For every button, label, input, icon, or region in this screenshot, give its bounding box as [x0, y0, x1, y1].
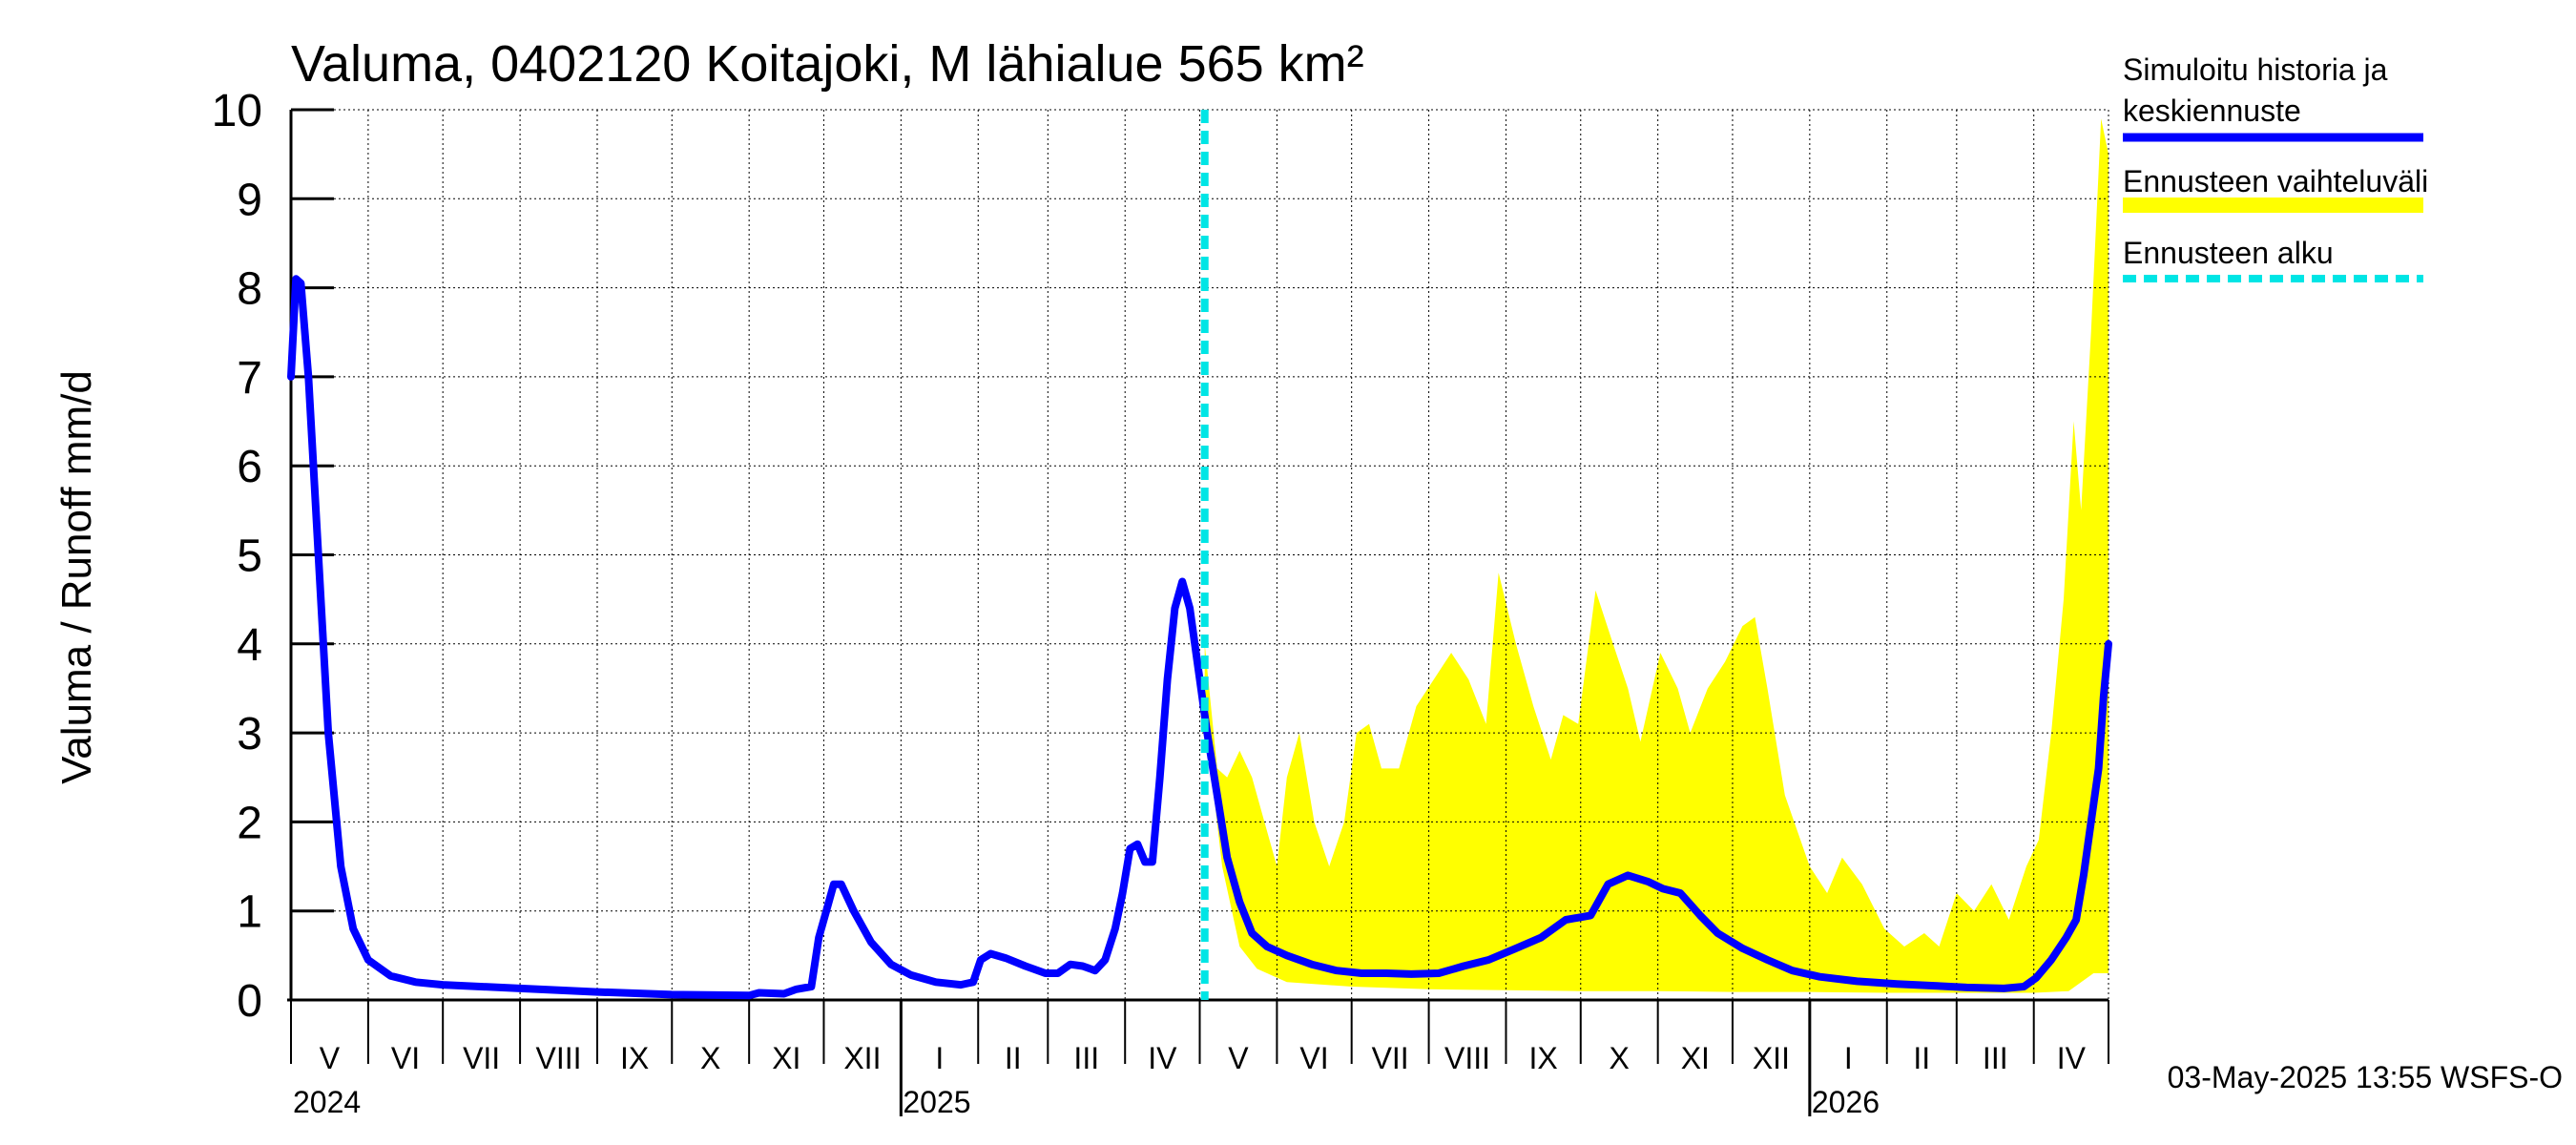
- month-label: I: [935, 1041, 944, 1075]
- month-label: II: [1913, 1041, 1930, 1075]
- series-line-simulated: [287, 275, 2112, 1000]
- month-label: X: [1610, 1041, 1630, 1075]
- month-label: VI: [1299, 1041, 1328, 1075]
- y-axis-label: Valuma / Runoff mm/d: [53, 370, 100, 784]
- month-label: IX: [1529, 1041, 1558, 1075]
- month-label: XI: [772, 1041, 800, 1075]
- month-label: IV: [1148, 1041, 1177, 1075]
- year-label: 2024: [293, 1085, 361, 1119]
- month-label: X: [700, 1041, 720, 1075]
- y-tick-label: 10: [212, 86, 262, 136]
- y-tick-label: 5: [237, 531, 262, 582]
- month-label: XII: [1753, 1041, 1790, 1075]
- y-tick-label: 3: [237, 709, 262, 760]
- month-label: VIII: [1444, 1041, 1490, 1075]
- month-label: IV: [2057, 1041, 2087, 1075]
- y-tick-label: 6: [237, 442, 262, 492]
- forecast-range-band: [1204, 118, 2109, 993]
- legend-label-simulated: Simuloitu historia ja: [2123, 52, 2388, 87]
- month-label: II: [1005, 1041, 1022, 1075]
- month-label: VII: [463, 1041, 500, 1075]
- month-label: III: [1983, 1041, 2008, 1075]
- y-tick-label: 7: [237, 353, 262, 404]
- legend-label-range: Ennusteen vaihteluväli: [2123, 164, 2428, 198]
- y-tick-label: 8: [237, 264, 262, 315]
- legend-label-simulated: keskiennuste: [2123, 94, 2301, 128]
- year-label: 2025: [903, 1085, 970, 1119]
- month-label: V: [1228, 1041, 1249, 1075]
- month-label: VI: [391, 1041, 420, 1075]
- month-label: XII: [843, 1041, 881, 1075]
- y-tick-label: 1: [237, 887, 262, 938]
- month-label: III: [1073, 1041, 1099, 1075]
- y-tick-label: 0: [237, 976, 262, 1027]
- month-label: V: [320, 1041, 341, 1075]
- month-label: XI: [1681, 1041, 1710, 1075]
- year-label: 2026: [1812, 1085, 1880, 1119]
- legend-swatch-range: [2123, 198, 2423, 213]
- legend-label-forecast-start: Ennusteen alku: [2123, 236, 2334, 270]
- footer-timestamp: 03-May-2025 13:55 WSFS-O: [2168, 1060, 2563, 1094]
- y-tick-label: 9: [237, 175, 262, 225]
- chart-title: Valuma, 0402120 Koitajoki, M lähialue 56…: [291, 35, 1364, 93]
- y-tick-label: 2: [237, 798, 262, 848]
- month-label: I: [1844, 1041, 1853, 1075]
- month-label: VII: [1372, 1041, 1409, 1075]
- month-label: VIII: [536, 1041, 582, 1075]
- y-tick-label: 4: [237, 620, 262, 671]
- legend: Simuloitu historia ja keskiennuste Ennuste…: [2123, 52, 2428, 282]
- month-label: IX: [620, 1041, 649, 1075]
